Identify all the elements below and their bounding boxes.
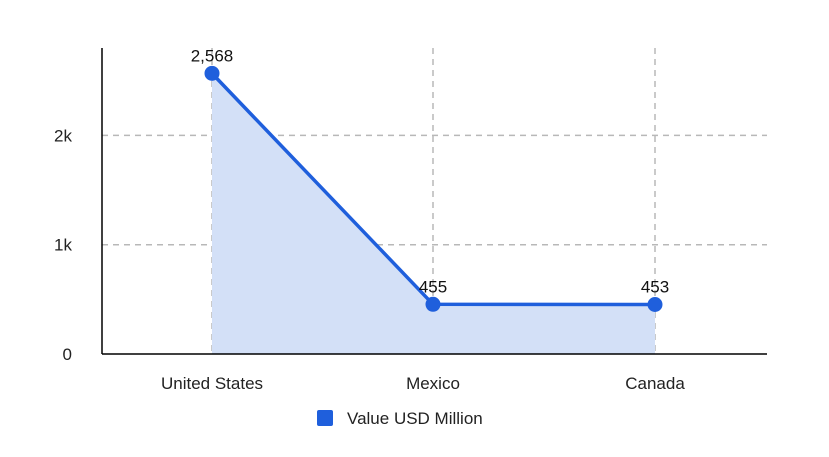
data-point[interactable] <box>204 65 220 81</box>
series-layer <box>204 65 663 312</box>
y-tick-label: 1k <box>54 236 72 255</box>
area-fill-layer <box>212 73 655 355</box>
y-axis-ticks: 0 1k 2k <box>54 126 72 364</box>
data-label: 453 <box>641 277 669 296</box>
y-tick-label: 0 <box>63 345 72 364</box>
data-point[interactable] <box>647 296 663 312</box>
area-fill <box>212 73 655 355</box>
x-axis-ticks: United States Mexico Canada <box>161 374 685 393</box>
data-label: 2,568 <box>191 46 234 65</box>
legend-label[interactable]: Value USD Million <box>347 409 483 428</box>
legend-swatch[interactable] <box>317 410 333 426</box>
legend[interactable]: Value USD Million <box>317 409 483 428</box>
x-tick-label: United States <box>161 374 263 393</box>
x-tick-label: Mexico <box>406 374 460 393</box>
axes <box>101 48 767 355</box>
y-tick-label: 2k <box>54 126 72 145</box>
data-label: 455 <box>419 277 447 296</box>
data-labels: 2,568 455 453 <box>191 46 669 296</box>
x-tick-label: Canada <box>625 374 685 393</box>
data-point[interactable] <box>425 296 441 312</box>
